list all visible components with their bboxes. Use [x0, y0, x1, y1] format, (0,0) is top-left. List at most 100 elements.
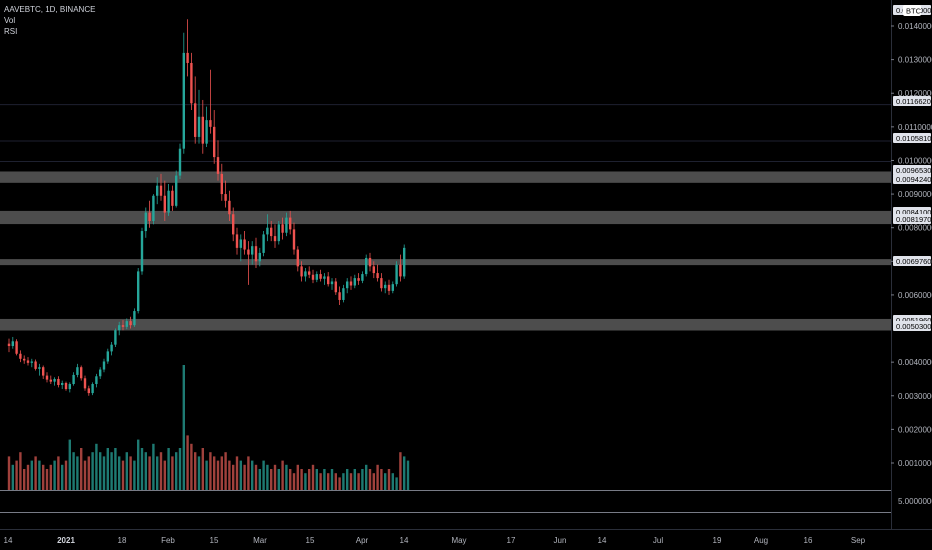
- time-tick-label: 15: [210, 536, 219, 545]
- candle-body: [330, 281, 334, 285]
- price-tag: 0.00697600: [893, 256, 932, 266]
- candle-body: [300, 266, 303, 277]
- candle-body: [125, 321, 128, 327]
- volume-bar: [235, 456, 239, 490]
- volume-bar: [376, 464, 379, 490]
- candle-body: [262, 234, 265, 253]
- volume-indicator-label[interactable]: Vol: [4, 16, 16, 25]
- volume-bar: [38, 460, 41, 490]
- volume-bar: [175, 452, 178, 490]
- candle-body: [95, 376, 98, 385]
- time-tick-label: 17: [507, 536, 516, 545]
- volume-bar: [213, 456, 216, 490]
- rsi-indicator-label[interactable]: RSI: [4, 27, 18, 36]
- price-axis[interactable]: 0.00100000 0.00200000 0.00300000 0.00400000…: [891, 22, 932, 468]
- volume-bar: [281, 460, 284, 490]
- volume-bar: [45, 469, 49, 490]
- volume-bar: [7, 456, 11, 490]
- volume-bars: [7, 365, 410, 490]
- volume-bar: [372, 473, 375, 490]
- volume-bar: [334, 473, 337, 490]
- candle-body: [61, 382, 64, 386]
- candle-body: [129, 321, 132, 326]
- time-axis[interactable]: 14 2021 18 Feb 15 Mar 15 Apr 14 May 17 Jun 14 Jul 19 Au…: [4, 536, 866, 545]
- candle-body: [232, 214, 235, 235]
- volume-bar: [118, 456, 121, 490]
- candle-body: [308, 271, 311, 275]
- price-tag-label: 0.00841000: [896, 208, 932, 217]
- candle-body: [311, 274, 315, 280]
- time-tick-label: 14: [4, 536, 13, 545]
- candle-body: [148, 212, 151, 221]
- candle-body: [7, 343, 11, 347]
- price-tick-label: 0.01000000: [898, 156, 932, 165]
- price-tag-box: [893, 174, 931, 184]
- candle-body: [201, 116, 204, 144]
- volume-bar: [163, 460, 166, 490]
- time-tick-label: Sep: [851, 536, 866, 545]
- volume-bar: [23, 469, 26, 490]
- candle-body: [152, 195, 155, 221]
- candle-body: [34, 361, 37, 369]
- candle-body: [285, 217, 288, 233]
- volume-bar: [11, 464, 14, 490]
- price-tick-label: 0.01200000: [898, 89, 932, 98]
- candle-body: [357, 278, 360, 281]
- candle-body: [372, 266, 375, 274]
- candle-body: [205, 120, 208, 144]
- volume-bar: [137, 439, 140, 490]
- price-tag-box: [893, 133, 931, 143]
- volume-bar: [349, 473, 353, 490]
- symbol-title[interactable]: AAVEBTC, 1D, BINANCE: [4, 5, 96, 14]
- price-tag: 0.01058100: [893, 133, 932, 143]
- time-tick-label: 2021: [57, 536, 75, 545]
- volume-bar: [406, 460, 410, 490]
- volume-bar: [159, 452, 163, 490]
- candle-body: [121, 325, 125, 327]
- candle-body: [76, 367, 79, 375]
- volume-bar: [171, 456, 174, 490]
- candle-body: [338, 292, 341, 300]
- volume-bar: [197, 456, 201, 490]
- volume-bar: [357, 473, 360, 490]
- candle-body: [403, 247, 406, 277]
- candle-body: [45, 375, 49, 380]
- volume-bar: [311, 464, 315, 490]
- time-tick-label: Mar: [253, 536, 267, 545]
- candle-body: [399, 264, 402, 277]
- volume-bar: [80, 448, 83, 490]
- price-tag-label: 0.00503000: [896, 322, 932, 331]
- volume-bar: [26, 464, 30, 490]
- candle-body: [277, 224, 280, 242]
- volume-bar: [262, 460, 265, 490]
- candle-body: [281, 224, 284, 233]
- candle-body: [167, 190, 170, 213]
- horizontal-zones: [0, 171, 891, 331]
- volume-bar: [395, 477, 398, 490]
- volume-bar: [152, 443, 155, 490]
- price-tag-label: 0.00697600: [896, 257, 932, 266]
- price-tick-label: 0.00300000: [898, 392, 932, 401]
- candle-body: [209, 120, 212, 127]
- candle-body: [106, 351, 109, 362]
- candle-body: [380, 278, 383, 289]
- time-tick-label: Aug: [754, 536, 768, 545]
- price-tag: 0.00965300: [893, 165, 932, 175]
- volume-bar: [129, 456, 132, 490]
- price-tag-box: [893, 256, 931, 266]
- price-tag-box: [893, 214, 931, 224]
- price-tick-label: 0.00600000: [898, 291, 932, 300]
- candle-body: [156, 185, 159, 196]
- volume-bar: [228, 460, 231, 490]
- price-tag-label: 0.01058100: [896, 134, 932, 143]
- volume-bar: [148, 456, 151, 490]
- volume-bar: [91, 452, 94, 490]
- time-tick-label: 19: [713, 536, 722, 545]
- volume-bar: [387, 469, 391, 490]
- candle-body: [220, 173, 223, 195]
- time-tick-label: 14: [598, 536, 607, 545]
- volume-bar: [34, 456, 37, 490]
- volume-bar: [251, 460, 254, 490]
- candle-body: [319, 274, 322, 279]
